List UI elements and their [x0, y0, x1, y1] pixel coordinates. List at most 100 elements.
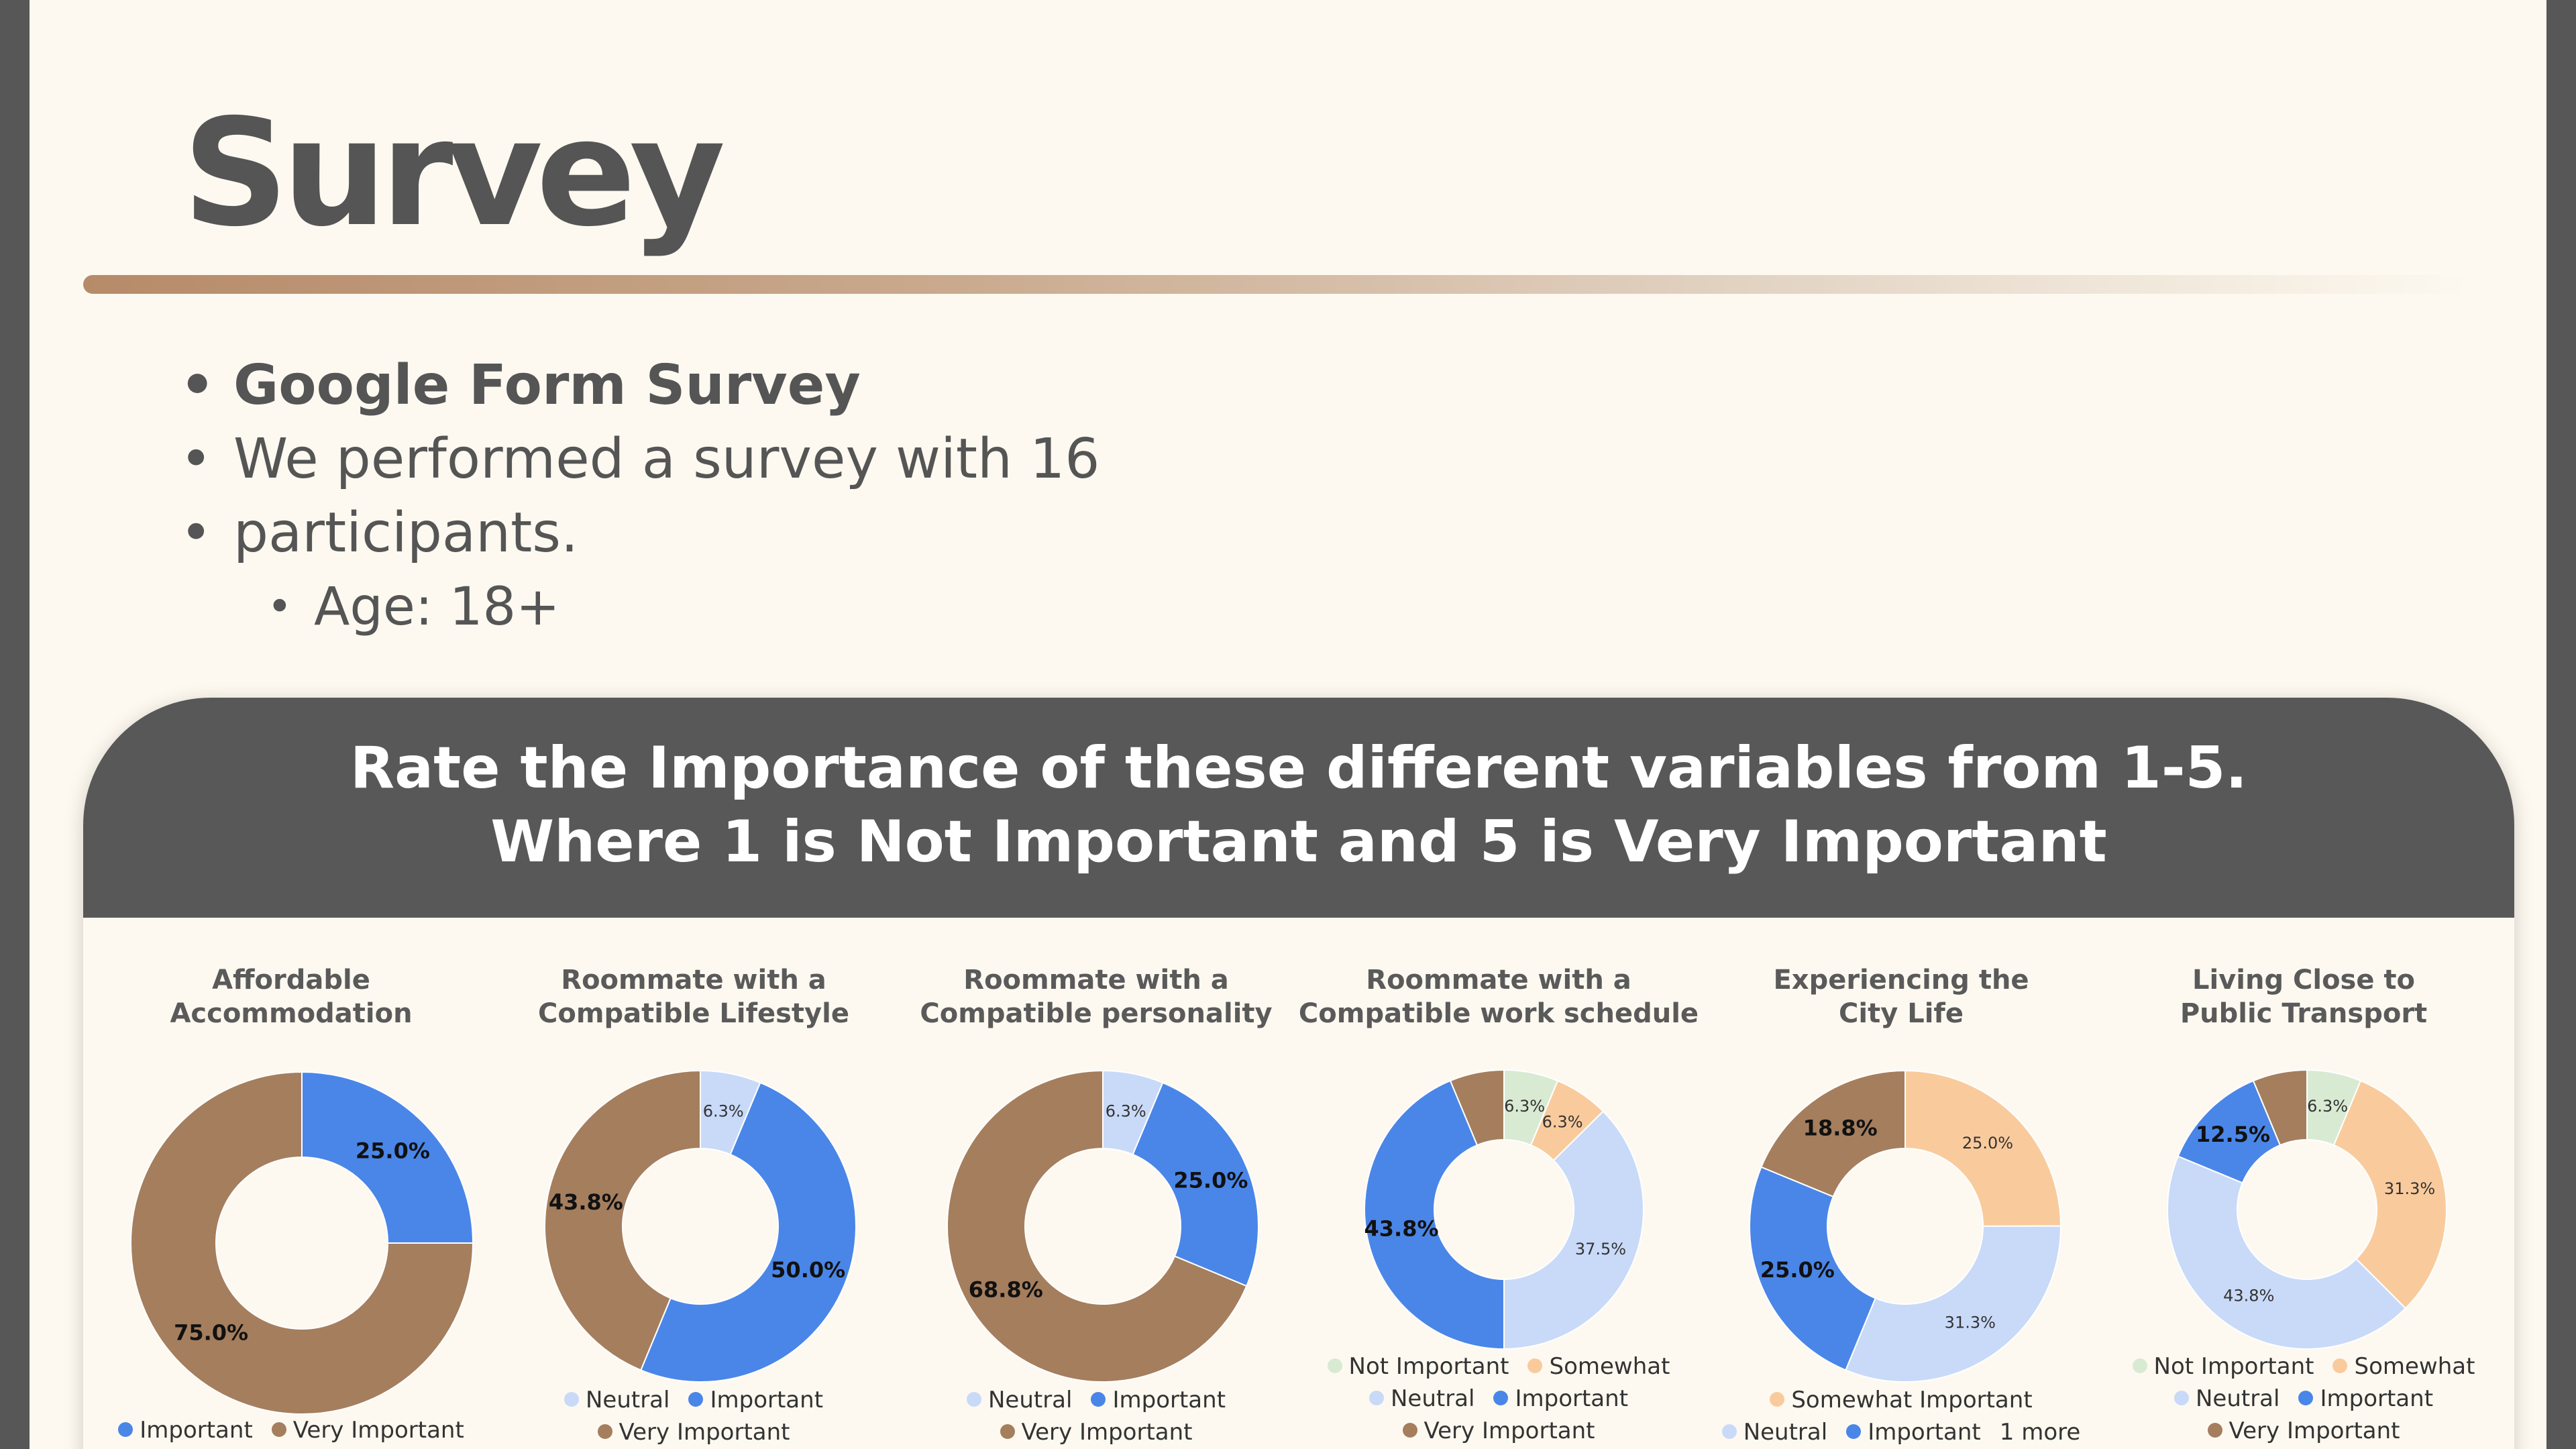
legend-label: Important	[1868, 1419, 1981, 1446]
legend-label: Very Important	[1021, 1419, 1193, 1446]
slice-label: 6.3%	[703, 1102, 744, 1120]
chart-title-line: Affordable	[212, 965, 370, 996]
bullet-item: We performed a survey with 16	[153, 423, 1226, 496]
legend-item: Important	[688, 1384, 823, 1416]
chart-title: Roommate with a Compatible Lifestyle	[492, 963, 895, 1030]
legend-label: Neutral	[585, 1387, 670, 1413]
donut-slice	[130, 1071, 474, 1415]
slice-label: 6.3%	[1504, 1097, 1545, 1116]
legend-swatch	[1846, 1424, 1862, 1439]
legend-row: Very Important	[1297, 1415, 1700, 1447]
legend-row: Neutral Important	[895, 1384, 1297, 1416]
donut-slice	[1364, 1079, 1505, 1350]
survey-results-panel: Rate the Importance of these different v…	[83, 698, 2514, 1449]
legend-item: Important	[1846, 1416, 1981, 1448]
legend-label: Important	[2320, 1385, 2434, 1412]
donut-chart: Roommate with a Compatible personality 6.3…	[895, 938, 1297, 1449]
donut-chart: Experiencing the City Life 25.0% 31.3% 25.0%…	[1700, 938, 2102, 1449]
slice-label: 12.5%	[2196, 1122, 2270, 1147]
legend-item: Neutral	[966, 1384, 1073, 1416]
legend-swatch	[1527, 1358, 1543, 1373]
legend-item: Somewhat	[2332, 1350, 2475, 1383]
legend-item: Neutral	[1721, 1416, 1828, 1448]
legend-swatch	[1000, 1424, 1015, 1439]
chart-title-line: Compatible work schedule	[1298, 998, 1699, 1029]
legend-label: Neutral	[987, 1387, 1073, 1413]
legend-row: Neutral Important 1 more	[1700, 1416, 2102, 1448]
legend-item: Important	[118, 1414, 253, 1446]
legend-row: Not Important Somewhat	[2102, 1350, 2505, 1383]
chart-title-line: Roommate with a	[963, 965, 1229, 996]
legend-label: Somewhat Important	[1791, 1387, 2033, 1413]
legend-swatch	[1091, 1392, 1106, 1407]
donut-svg: 25.0% 75.0%	[130, 1071, 474, 1415]
donut-chart: Roommate with a Compatible work schedule 6…	[1297, 938, 1700, 1449]
legend-label: Neutral	[1390, 1385, 1475, 1412]
legend-item: Very Important	[271, 1414, 464, 1446]
legend-swatch	[118, 1422, 133, 1437]
donut-slice	[2252, 1069, 2308, 1146]
legend-label: Very Important	[619, 1419, 790, 1446]
legend-label: Important	[1515, 1385, 1629, 1412]
legend-swatch	[1770, 1392, 1785, 1407]
donut-svg: 6.3% 25.0% 68.8%	[947, 1069, 1259, 1383]
legend-row: Very Important	[492, 1416, 895, 1448]
chart-legend: Important Very Important	[90, 1414, 492, 1446]
legend-swatch	[271, 1422, 286, 1437]
legend-label: Neutral	[1743, 1419, 1828, 1446]
legend-row: Very Important	[895, 1416, 1297, 1448]
slice-label: 43.8%	[2223, 1287, 2274, 1305]
slice-label: 6.3%	[1106, 1102, 1146, 1120]
chart-title: Roommate with a Compatible work schedule	[1297, 963, 1700, 1030]
sub-bullet-item: Age: 18+	[153, 570, 1226, 644]
legend-label: Somewhat	[2354, 1353, 2475, 1380]
slice-label: 6.3%	[1542, 1113, 1583, 1132]
chart-legend: Not Important Somewhat Neutral Important Ver…	[2102, 1350, 2505, 1447]
legend-swatch	[2332, 1358, 2348, 1373]
donut-slice	[947, 1069, 1248, 1383]
slice-label: 50.0%	[771, 1257, 845, 1283]
donut-chart: Roommate with a Compatible Lifestyle 6.3% 5…	[492, 938, 895, 1449]
slice-label: 43.8%	[549, 1189, 623, 1215]
legend-swatch	[1402, 1423, 1417, 1438]
legend-label: Not Important	[1348, 1353, 1509, 1380]
donut-slice	[1904, 1069, 2062, 1227]
slice-label: 31.3%	[1945, 1313, 1996, 1332]
donut-svg: 6.3%6.3% 37.5% 43.8%	[1364, 1069, 1644, 1350]
slice-label: 6.3%	[2307, 1097, 2348, 1116]
slice-label: 25.0%	[1173, 1168, 1248, 1193]
slice-label: 75.0%	[174, 1320, 248, 1345]
legend-item[interactable]: 1 more	[2000, 1416, 2081, 1448]
legend-item: Very Important	[2207, 1415, 2400, 1447]
slice-label: 43.8%	[1364, 1216, 1439, 1242]
legend-item: Somewhat Important	[1770, 1384, 2033, 1416]
legend-label: Very Important	[2229, 1417, 2400, 1444]
legend-swatch	[1721, 1424, 1737, 1439]
donut-svg: 6.3% 50.0% 43.8%	[544, 1069, 857, 1383]
legend-label: Neutral	[2195, 1385, 2280, 1412]
chart-title: Experiencing the City Life	[1700, 963, 2102, 1030]
legend-item: Important	[1091, 1384, 1226, 1416]
donut-slice	[544, 1069, 701, 1371]
chart-legend: Neutral Important Very Important	[492, 1384, 895, 1448]
panel-heading-line: Where 1 is Not Important and 5 is Very I…	[490, 808, 2107, 875]
bullet-item: Google Form Survey	[153, 349, 1226, 423]
legend-label: Important	[710, 1387, 824, 1413]
slice-label: 25.0%	[356, 1138, 430, 1164]
chart-title-line: Compatible Lifestyle	[538, 998, 849, 1029]
legend-swatch	[2132, 1358, 2147, 1373]
slice-label: 18.8%	[1803, 1115, 1878, 1140]
slice-label: 37.5%	[1575, 1240, 1626, 1258]
legend-item: Not Important	[2132, 1350, 2314, 1383]
chart-legend: Neutral Important Very Important	[895, 1384, 1297, 1448]
donut-slice	[1760, 1069, 1906, 1198]
chart-title-line: Experiencing the	[1773, 965, 2029, 996]
legend-item: Important	[2298, 1383, 2433, 1415]
donut-slice	[301, 1071, 474, 1244]
chart-title-line: Living Close to	[2192, 965, 2416, 996]
chart-title: Affordable Accommodation	[90, 963, 492, 1030]
bullet-list: Google Form Survey We performed a survey…	[153, 349, 1226, 644]
legend-item: Important	[1493, 1383, 1628, 1415]
donut-slice	[2332, 1079, 2447, 1309]
donut-slice	[1844, 1225, 2062, 1383]
